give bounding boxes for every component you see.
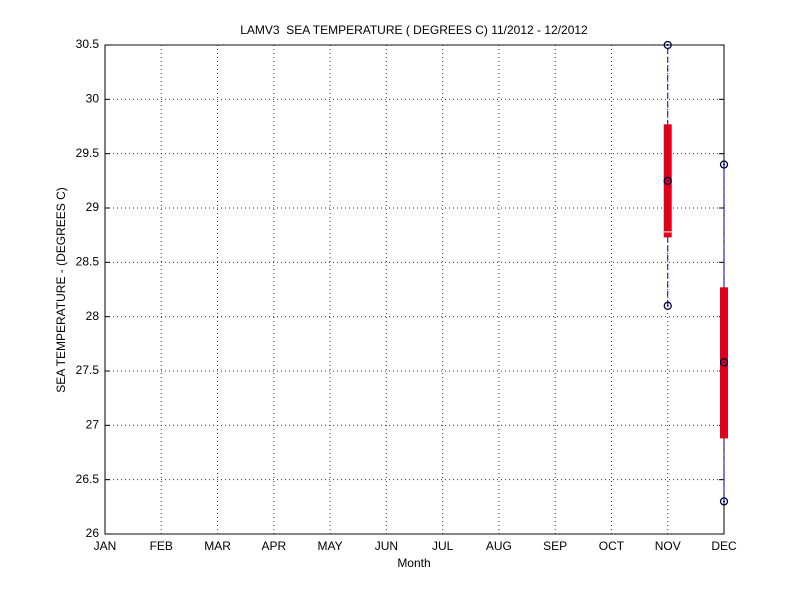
marker-dot-mean bbox=[666, 179, 669, 182]
marker-mean bbox=[719, 358, 729, 367]
y-tick-label: 26 bbox=[86, 526, 100, 540]
y-tick-label: 30.5 bbox=[76, 37, 100, 51]
marker-max bbox=[663, 40, 672, 50]
x-tick-label: JUL bbox=[432, 539, 454, 553]
x-tick-label: AUG bbox=[486, 539, 512, 553]
x-tick-label: SEP bbox=[543, 539, 567, 553]
marker-max bbox=[719, 160, 729, 169]
y-tick-label: 26.5 bbox=[76, 472, 100, 486]
y-tick-label: 29.5 bbox=[76, 146, 100, 160]
x-tick-label: MAY bbox=[318, 539, 343, 553]
marker-mean bbox=[663, 176, 672, 185]
y-tick-label: 28.5 bbox=[76, 255, 100, 269]
y-tick-label: 27 bbox=[86, 418, 100, 432]
x-tick-label: NOV bbox=[655, 539, 681, 553]
marker-dot-min bbox=[666, 304, 669, 307]
x-tick-label: OCT bbox=[599, 539, 625, 553]
y-tick-label: 29 bbox=[86, 200, 100, 214]
x-tick-label: FEB bbox=[150, 539, 173, 553]
marker-dot-max bbox=[723, 163, 725, 166]
x-tick-label: JUN bbox=[375, 539, 398, 553]
marker-min bbox=[663, 301, 672, 310]
marker-min bbox=[719, 497, 729, 506]
marker-dot-mean bbox=[723, 361, 725, 364]
y-tick-label: 27.5 bbox=[76, 363, 100, 377]
x-tick-label: APR bbox=[261, 539, 286, 553]
y-tick-label: 30 bbox=[86, 92, 100, 106]
y-axis-label: SEA TEMPERATURE - (DEGREES C) bbox=[54, 187, 68, 393]
x-tick-label: JAN bbox=[94, 539, 117, 553]
y-tick-label: 28 bbox=[86, 309, 100, 323]
x-tick-label: DEC bbox=[711, 539, 737, 553]
chart-title: LAMV3 SEA TEMPERATURE ( DEGREES C) 11/20… bbox=[240, 23, 588, 37]
marker-dot-max bbox=[666, 44, 669, 46]
marker-dot-min bbox=[723, 500, 725, 503]
x-tick-label: MAR bbox=[204, 539, 231, 553]
x-axis-label: Month bbox=[397, 556, 430, 570]
